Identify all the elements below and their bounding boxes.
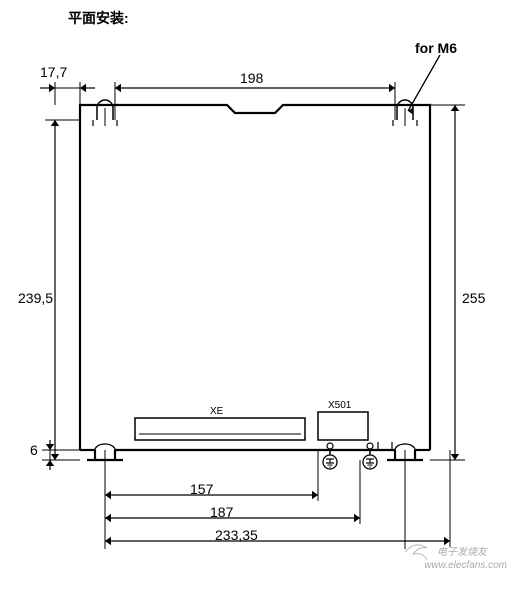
drawing-svg bbox=[0, 0, 517, 596]
